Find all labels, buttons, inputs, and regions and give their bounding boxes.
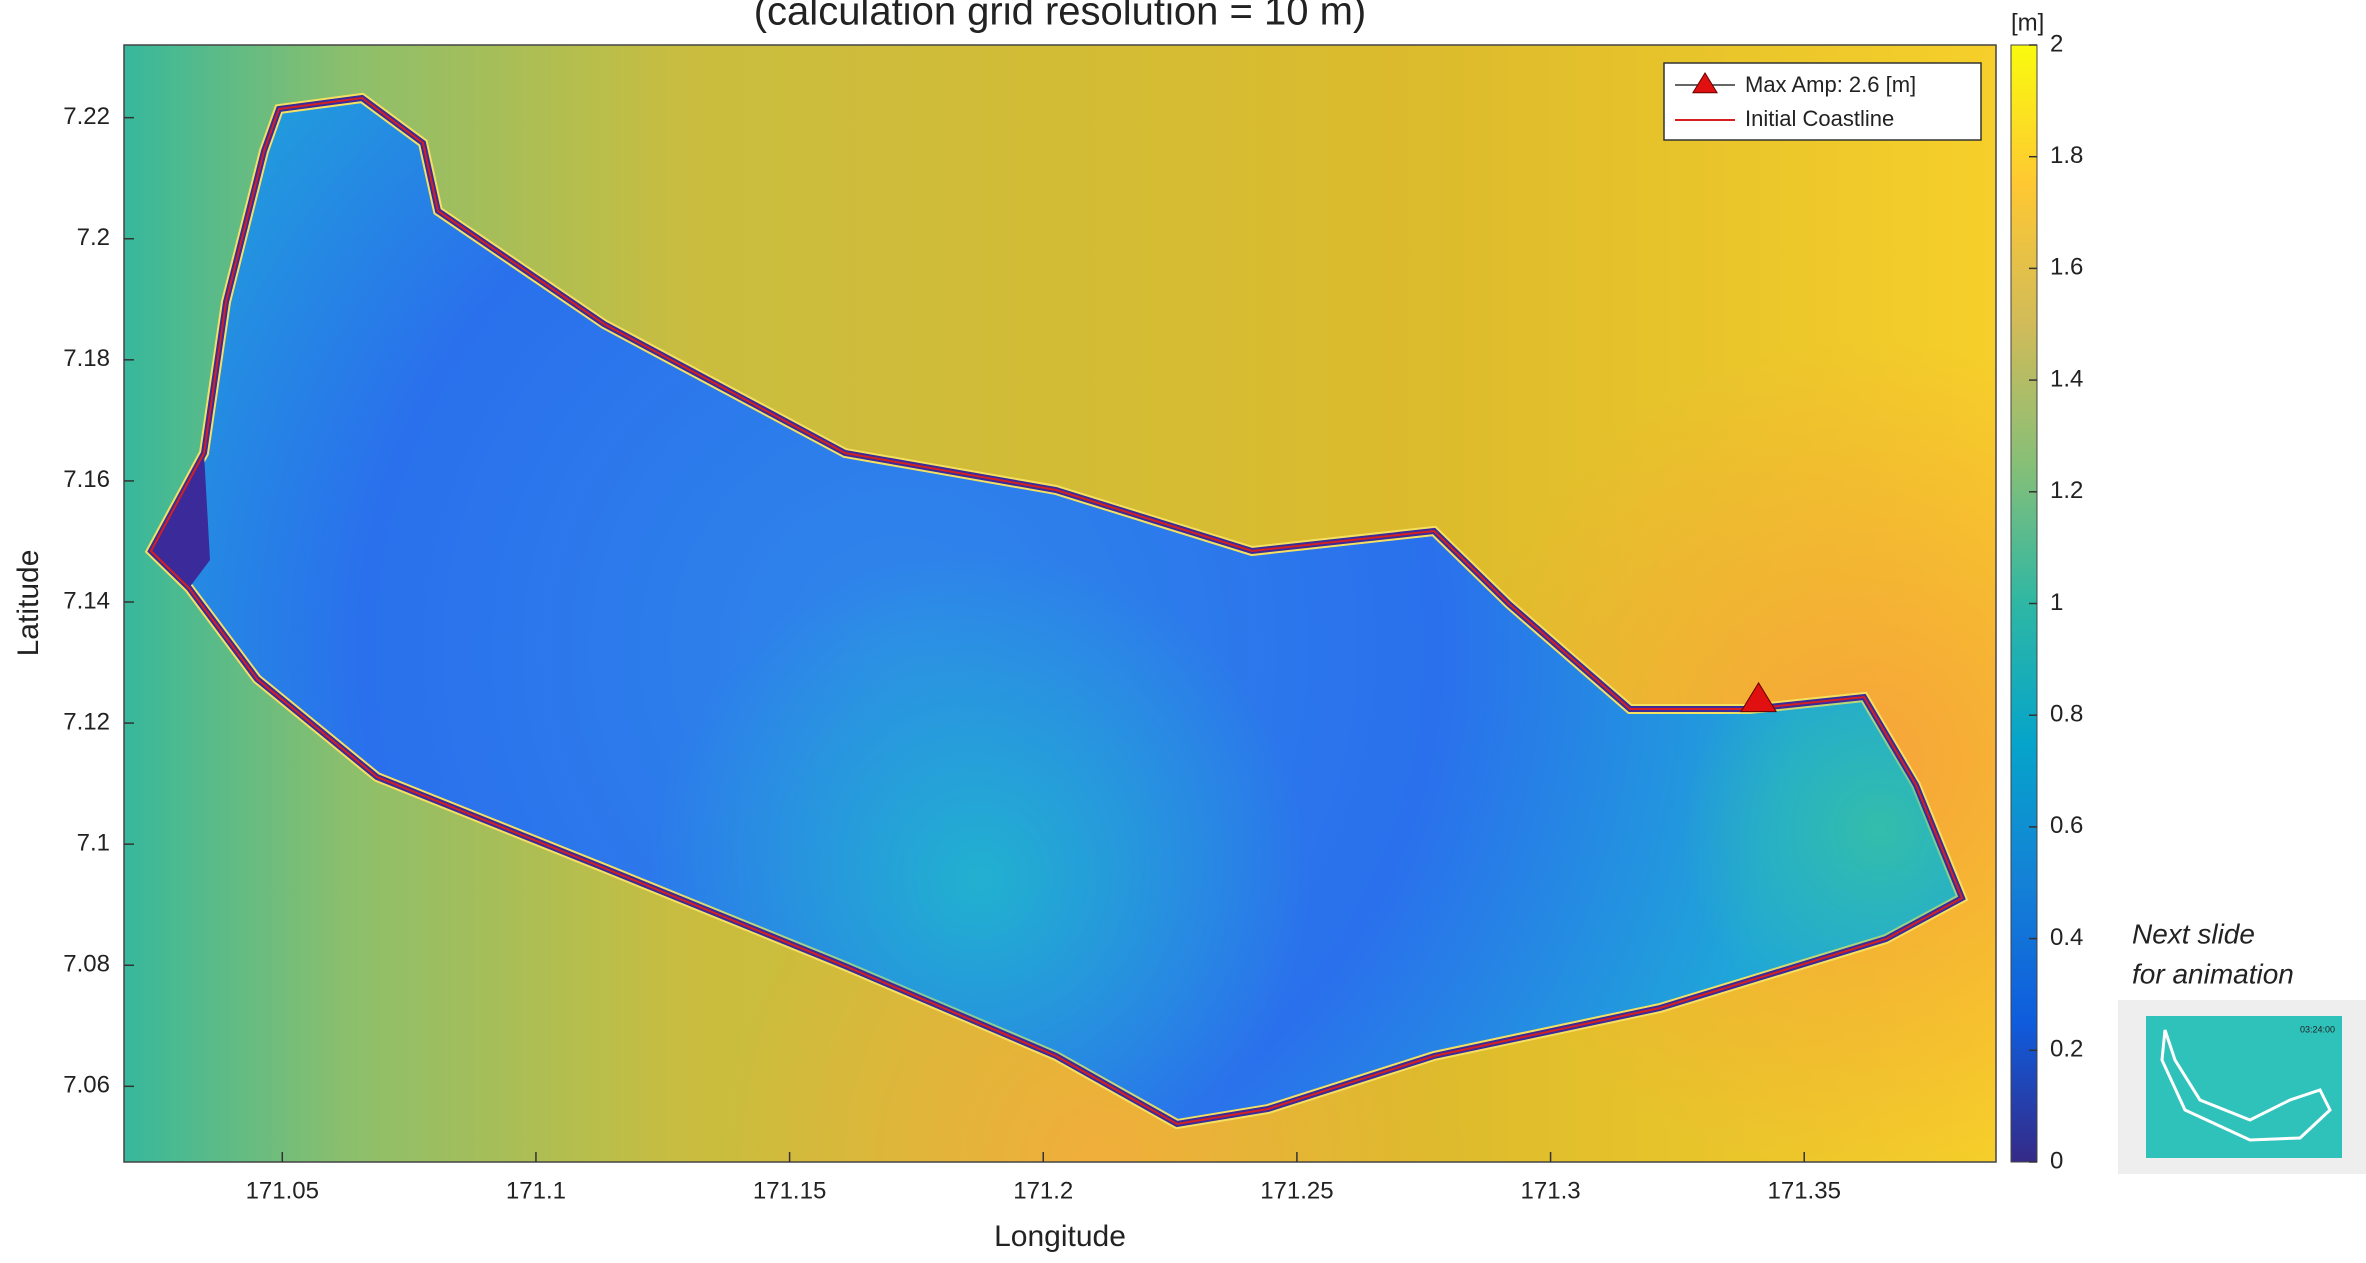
max-amp-marker — [1740, 681, 1778, 713]
colorbar-tick-label: 0 — [2050, 1147, 2063, 1174]
y-tick-label: 7.2 — [77, 224, 110, 251]
note-line: Next slide — [2132, 918, 2255, 949]
y-tick-label: 7.12 — [63, 708, 110, 735]
legend-marker — [1692, 72, 1718, 94]
colorbar-tick-label: 0.6 — [2050, 812, 2083, 839]
thumbnail-atoll — [2160, 1029, 2332, 1142]
colorbar-label: [m] — [2011, 9, 2044, 36]
colorbar-tick-label: 0.4 — [2050, 924, 2083, 951]
y-tick-label: 7.06 — [63, 1072, 110, 1099]
legend: Max Amp: 2.6 [m] Initial Coastline — [1663, 62, 1982, 141]
title: (calculation grid resolution = 10 m) — [754, 0, 1367, 34]
y-tick-label: 7.16 — [63, 466, 110, 493]
x-tick-label: 171.15 — [753, 1177, 826, 1204]
x-tick-label: 171.2 — [1013, 1177, 1073, 1204]
thumbnail[interactable] — [2146, 1016, 2342, 1158]
colorbar-tick-label: 0.8 — [2050, 701, 2083, 728]
islet — [151, 453, 210, 588]
colorbar-tick-label: 1.6 — [2050, 254, 2083, 281]
colorbar-tick-label: 1.8 — [2050, 142, 2083, 169]
atoll — [144, 92, 1969, 1130]
x-tick-label: 171.25 — [1260, 1177, 1333, 1204]
thumbnail-time: 03:24:00 — [2300, 1024, 2335, 1034]
y-tick-label: 7.08 — [63, 951, 110, 978]
x-tick-label: 171.3 — [1521, 1177, 1581, 1204]
plot-frame — [123, 44, 1997, 1163]
y-tick-label: 7.14 — [63, 587, 110, 614]
x-tick-label: 171.35 — [1768, 1177, 1841, 1204]
y-tick-label: 7.22 — [63, 103, 110, 130]
colorbar-tick-label: 1 — [2050, 589, 2063, 616]
heatmap — [124, 45, 1996, 1162]
side-note: Next slide for animation 03:24:00 — [2118, 918, 2366, 1174]
legend-box — [1663, 62, 1982, 141]
colorbar-tick-label: 1.2 — [2050, 477, 2083, 504]
x-axis-label: Longitude — [994, 1220, 1126, 1253]
x-tick-label: 171.05 — [246, 1177, 319, 1204]
colorbar-tick-label: 0.2 — [2050, 1036, 2083, 1063]
note-line: for animation — [2132, 958, 2294, 989]
y-tick-label: 7.1 — [77, 829, 110, 856]
x-tick-label: 171.1 — [506, 1177, 566, 1204]
legend-entry: Max Amp: 2.6 [m] — [1745, 72, 1916, 97]
legend-entry: Initial Coastline — [1745, 106, 1894, 131]
colorbar-tick-label: 1.4 — [2050, 365, 2083, 392]
y-tick-label: 7.18 — [63, 345, 110, 372]
colorbar-tick-label: 2 — [2050, 30, 2063, 57]
y-axis-label: Latitude — [12, 550, 45, 657]
